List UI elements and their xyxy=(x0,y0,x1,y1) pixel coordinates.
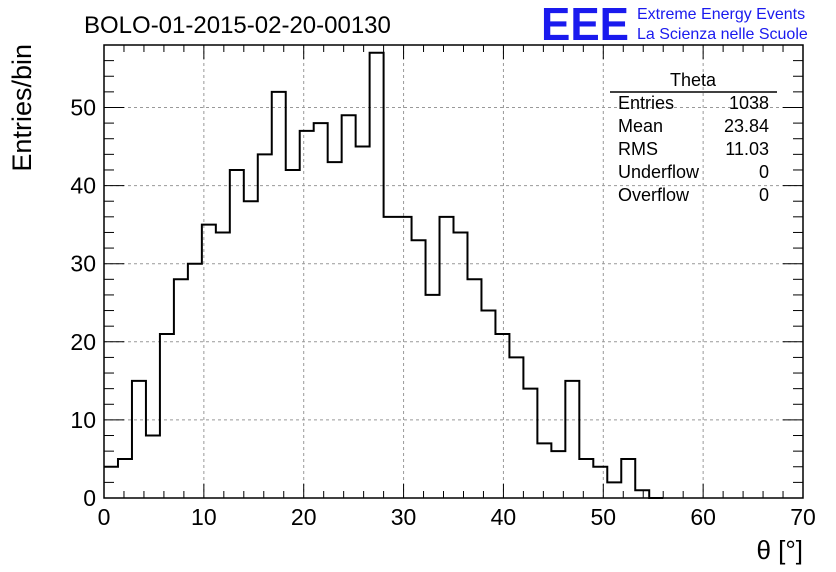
histogram-bin xyxy=(412,240,426,498)
histogram-bin xyxy=(328,162,342,498)
histogram-bin xyxy=(300,131,314,498)
histogram-bin xyxy=(593,467,607,498)
stats-value: 0 xyxy=(759,185,769,205)
x-tick-label: 40 xyxy=(491,504,517,530)
histogram-bin xyxy=(398,217,412,498)
histogram-bin xyxy=(146,436,160,498)
chart-title: BOLO-01-2015-02-20-00130 xyxy=(84,12,391,39)
x-tick-label: 20 xyxy=(291,504,317,530)
x-tick-label: 0 xyxy=(98,504,111,530)
histogram-bin xyxy=(118,459,132,498)
stats-value: 11.03 xyxy=(725,139,769,159)
histogram-bin xyxy=(579,459,593,498)
histogram-bin xyxy=(356,147,370,498)
stats-rows: Entries 1038 Mean 23.84 RMS 11.03 Underflow 0 Ov… xyxy=(618,93,769,205)
histogram-bin xyxy=(202,225,216,498)
histogram-outline xyxy=(104,51,664,499)
histogram-bin xyxy=(495,334,509,498)
histogram-bin xyxy=(523,389,537,498)
stats-value: 1038 xyxy=(729,93,769,113)
histogram-bin xyxy=(286,170,300,498)
x-tick-label: 30 xyxy=(391,504,417,530)
y-tick-label: 50 xyxy=(70,94,96,120)
stats-value: 23.84 xyxy=(724,116,769,136)
y-tick-label: 20 xyxy=(70,329,96,355)
stats-box: Theta Entries 1038 Mean 23.84 RMS 11.03 Underf… xyxy=(610,70,777,205)
histogram-bin xyxy=(607,482,621,498)
axis-ticks xyxy=(103,44,804,499)
stats-title: Theta xyxy=(670,70,717,90)
x-tick-label: 60 xyxy=(690,504,716,530)
x-tick-label: 10 xyxy=(191,504,217,530)
histogram-bin xyxy=(160,334,174,498)
histogram-bin xyxy=(481,311,495,498)
logo-line1: Extreme Energy Events xyxy=(637,6,805,23)
grid-layer xyxy=(104,45,803,498)
histogram-bin xyxy=(467,279,481,498)
histogram-bin xyxy=(551,451,565,498)
histogram-bin xyxy=(342,115,356,498)
histogram-bin xyxy=(565,381,579,498)
y-tick-labels: 0 10 20 30 40 50 xyxy=(70,94,96,511)
y-tick-label: 40 xyxy=(70,173,96,199)
x-tick-label: 70 xyxy=(790,504,816,530)
y-tick-label: 0 xyxy=(83,485,96,511)
x-tick-labels: 0 10 20 30 40 50 60 70 xyxy=(98,504,816,530)
histogram-bin xyxy=(509,357,523,498)
histogram-bins xyxy=(104,53,649,498)
histogram-bin xyxy=(314,123,328,498)
stats-label: RMS xyxy=(618,139,658,159)
histogram-bin xyxy=(174,279,188,498)
eee-logo: EEE Extreme Energy Events La Scienza nel… xyxy=(541,0,808,50)
stats-label: Mean xyxy=(618,116,663,136)
stats-label: Underflow xyxy=(618,162,700,182)
histogram-bin xyxy=(635,490,649,498)
logo-line2: La Scienza nelle Scuole xyxy=(637,26,808,43)
histogram-bin xyxy=(537,443,551,498)
y-axis-label: Entries/bin xyxy=(7,44,37,172)
plot-frame xyxy=(103,44,804,499)
y-tick-label: 10 xyxy=(70,407,96,433)
histogram-bin xyxy=(426,295,440,498)
histogram-bin xyxy=(216,232,230,498)
y-tick-label: 30 xyxy=(70,251,96,277)
x-axis-label: θ [°] xyxy=(756,535,803,565)
histogram-bin xyxy=(272,92,286,498)
histogram-bin xyxy=(258,154,272,498)
histogram-bin xyxy=(132,381,146,498)
histogram-bin xyxy=(454,232,468,498)
stats-label: Entries xyxy=(618,93,674,113)
stats-value: 0 xyxy=(759,162,769,182)
histogram-bin xyxy=(440,217,454,498)
histogram-bin xyxy=(230,170,244,498)
histogram-bin xyxy=(370,53,384,498)
histogram-bin xyxy=(384,217,398,498)
stats-label: Overflow xyxy=(618,185,690,205)
x-tick-label: 50 xyxy=(590,504,616,530)
logo-mark: EEE xyxy=(541,0,629,50)
histogram-bin xyxy=(244,201,258,498)
histogram-bin xyxy=(188,264,202,498)
